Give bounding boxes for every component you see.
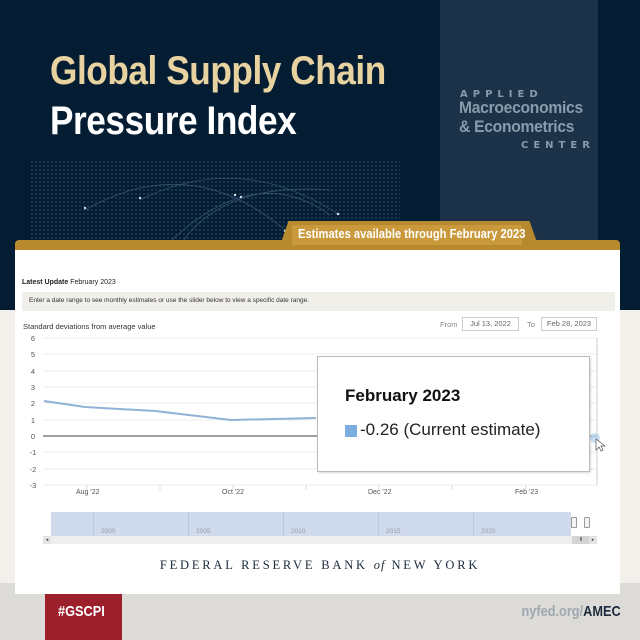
amec-logo-center: CENTER (521, 140, 595, 151)
tooltip-value: -0.26 (Current estimate) (360, 420, 541, 439)
to-date-input[interactable]: Feb 28, 2023 (541, 317, 597, 331)
latest-update: Latest Update February 2023 (22, 279, 116, 286)
navigator-year: 2015 (386, 528, 401, 535)
navigator-year: 2010 (291, 528, 306, 535)
y-tick: 5 (30, 350, 36, 359)
scrollbar-thumb[interactable]: III (572, 536, 589, 544)
banner-label-bg (292, 225, 522, 245)
y-tick: -1 (29, 448, 37, 457)
card-bottom (15, 583, 620, 594)
x-tick: Feb '23 (515, 489, 539, 496)
series-swatch-icon (345, 425, 357, 437)
y-tick: 6 (30, 334, 36, 343)
scroll-left-button[interactable]: ◂ (43, 536, 51, 544)
y-tick: 4 (30, 367, 36, 376)
y-tick: 3 (30, 383, 36, 392)
from-date-input[interactable]: Jul 13, 2022 (462, 317, 519, 331)
instructions-text: Enter a date range to see monthly estima… (29, 297, 310, 304)
navigator-gridline (93, 512, 94, 536)
scroll-right-button[interactable]: ▸ (589, 536, 597, 544)
x-tick: Oct '22 (222, 489, 244, 496)
navigator-year: 2020 (481, 528, 496, 535)
navigator-left-handle[interactable] (571, 517, 577, 528)
institution-pre: FEDERAL RESERVE BANK (159, 558, 374, 572)
page-title-line2: Pressure Index (50, 99, 297, 143)
from-label: From (440, 320, 458, 329)
navigator-scrollbar[interactable] (43, 536, 597, 544)
tooltip-title: February 2023 (345, 386, 461, 405)
institution-post: NEW YORK (385, 558, 481, 572)
navigator-gridline (188, 512, 189, 536)
url-suffix: AMEC (583, 603, 621, 620)
footer-url[interactable]: nyfed.org/AMEC (522, 603, 621, 620)
navigator-gridline (378, 512, 379, 536)
latest-update-label: Latest Update (22, 279, 69, 286)
y-axis-title: Standard deviations from average value (23, 322, 156, 331)
availability-banner: Estimates available through February 202… (298, 226, 526, 241)
navigator-year: 2005 (196, 528, 211, 535)
mouse-cursor-icon (595, 438, 607, 452)
amec-logo-econometrics: & Econometrics (459, 117, 575, 136)
y-tick: -2 (29, 465, 37, 474)
gscpi-series-line (43, 400, 317, 422)
y-tick: 1 (30, 416, 36, 425)
instructions-bar (22, 292, 615, 311)
hashtag-badge (45, 594, 122, 640)
navigator-gridline (473, 512, 474, 536)
navigator-right-handle[interactable] (584, 517, 590, 528)
navigator-year: 2000 (101, 528, 116, 535)
institution-name: FEDERAL RESERVE BANK of NEW YORK (0, 558, 640, 573)
range-navigator[interactable] (51, 512, 571, 536)
amec-logo-macroeconomics: Macroeconomics (459, 98, 583, 117)
y-tick: 0 (30, 432, 36, 441)
page-title-line1: Global Supply Chain (50, 49, 386, 93)
institution-of: of (373, 558, 386, 572)
y-tick: 2 (30, 399, 36, 408)
to-label: To (527, 320, 535, 329)
url-prefix: nyfed.org/ (521, 603, 584, 620)
chart-tooltip: February 2023 -0.26 (Current estimate) (317, 356, 590, 472)
hashtag-text: #GSCPI (58, 603, 105, 620)
latest-update-value: February 2023 (70, 279, 116, 286)
x-tick: Aug '22 (76, 489, 100, 496)
amec-logo-applied: APPLIED (460, 89, 543, 100)
x-tick: Dec '22 (368, 489, 392, 496)
navigator-gridline (283, 512, 284, 536)
y-tick: -3 (29, 481, 37, 490)
